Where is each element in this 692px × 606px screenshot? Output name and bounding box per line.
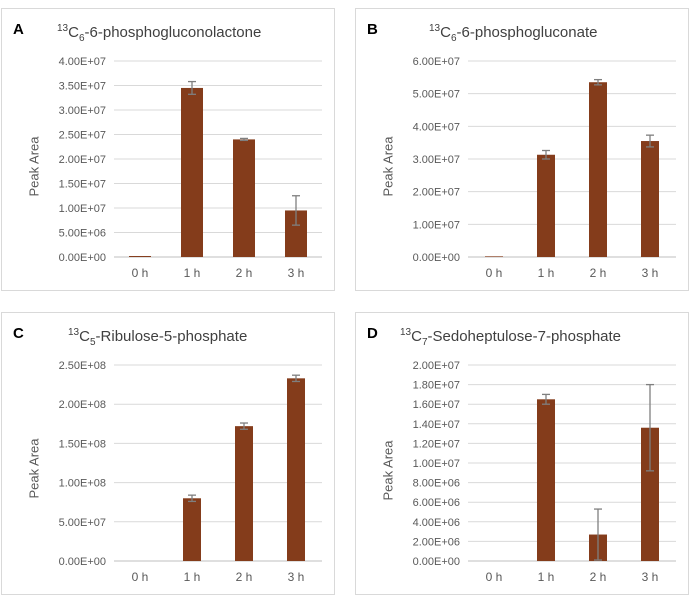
title-count: 6: [450, 33, 457, 44]
panel-b: B 13C6-6-phosphogluconate Peak Area 0.00…: [355, 8, 689, 291]
chart-title: 13C6-6-phosphogluconolactone: [57, 23, 261, 44]
title-element: C: [440, 24, 451, 41]
y-tick-label: 1.00E+08: [59, 478, 106, 490]
bar: [537, 154, 555, 257]
y-tick-label: 5.00E+06: [59, 228, 106, 240]
panel-d: D 13C7-Sedoheptulose-7-phosphate Peak Ar…: [355, 312, 689, 595]
y-tick-label: 5.00E+07: [59, 517, 106, 529]
title-compound: -6-phosphogluconate: [456, 24, 598, 41]
title-compound: -Sedoheptulose-7-phosphate: [427, 328, 622, 345]
y-tick-label: 2.50E+07: [59, 130, 106, 142]
y-tick-label: 4.00E+06: [413, 517, 460, 529]
y-tick-label: 5.00E+07: [413, 89, 460, 101]
bar: [235, 426, 253, 561]
title-compound: -6-phosphogluconolactone: [84, 24, 262, 41]
y-tick-label: 6.00E+06: [413, 497, 460, 509]
x-tick-label: 3 h: [642, 570, 659, 584]
title-element: C: [411, 328, 422, 345]
bar: [233, 139, 255, 257]
y-tick-label: 2.00E+07: [59, 154, 106, 166]
y-tick-label: 2.00E+07: [413, 360, 460, 372]
title-element: C: [68, 24, 79, 41]
y-tick-label: 2.00E+07: [413, 187, 460, 199]
y-tick-label: 1.80E+07: [413, 380, 460, 392]
bar: [641, 427, 659, 561]
y-tick-label: 3.00E+07: [59, 105, 106, 117]
y-tick-label: 4.00E+07: [413, 121, 460, 133]
y-tick-label: 2.50E+08: [59, 360, 106, 372]
bar: [285, 210, 307, 257]
y-tick-label: 1.40E+07: [413, 419, 460, 431]
y-tick-label: 8.00E+06: [413, 478, 460, 490]
y-tick-label: 1.00E+07: [413, 219, 460, 231]
title-count: 5: [89, 337, 96, 348]
panel-c: C 13C5-Ribulose-5-phosphate Peak Area 0.…: [1, 312, 335, 595]
y-tick-label: 2.00E+06: [413, 536, 460, 548]
bar: [183, 498, 201, 561]
panel-letter: D: [367, 325, 378, 342]
y-tick-label: 1.60E+07: [413, 399, 460, 411]
y-tick-label: 0.00E+00: [413, 252, 460, 264]
y-tick-label: 0.00E+00: [59, 556, 106, 568]
x-tick-label: 0 h: [486, 266, 503, 280]
chart-c: 0.00E+00 5.00E+07 1.00E+08 1.50E+08 2.00E+08…: [59, 360, 322, 584]
y-tick-label: 1.50E+08: [59, 438, 106, 450]
x-tick-label: 2 h: [590, 570, 607, 584]
y-tick-label: 0.00E+00: [59, 252, 106, 264]
y-tick-label: 3.00E+07: [413, 154, 460, 166]
bar: [537, 399, 555, 561]
title-compound: -Ribulose-5-phosphate: [95, 328, 248, 345]
y-tick-label: 3.50E+07: [59, 81, 106, 93]
panel-letter: A: [13, 21, 24, 38]
panel-letter: B: [367, 21, 378, 38]
title-count: 7: [421, 337, 428, 348]
panel-letter: C: [13, 325, 24, 342]
y-tick-label: 0.00E+00: [413, 556, 460, 568]
x-tick-label: 3 h: [288, 570, 305, 584]
x-tick-label: 3 h: [288, 266, 305, 280]
title-element: C: [79, 328, 90, 345]
y-tick-label: 2.00E+08: [59, 399, 106, 411]
title-isotope: 13: [57, 23, 69, 34]
y-tick-label: 4.00E+07: [59, 56, 106, 68]
x-tick-label: 2 h: [590, 266, 607, 280]
panel-a: A 13C6-6-phosphogluconolactone Peak Area…: [1, 8, 335, 291]
bar: [287, 378, 305, 561]
title-isotope: 13: [400, 327, 412, 338]
y-tick-label: 1.50E+07: [59, 179, 106, 191]
x-tick-label: 0 h: [132, 266, 149, 280]
x-tick-label: 1 h: [184, 570, 201, 584]
bar: [641, 141, 659, 257]
x-tick-label: 0 h: [132, 570, 149, 584]
x-tick-label: 2 h: [236, 266, 253, 280]
chart-title: 13C7-Sedoheptulose-7-phosphate: [400, 327, 621, 348]
bar: [181, 87, 203, 257]
y-tick-label: 6.00E+07: [413, 56, 460, 68]
bar: [129, 256, 151, 257]
title-count: 6: [78, 33, 85, 44]
chart-title: 13C5-Ribulose-5-phosphate: [68, 327, 247, 348]
x-tick-label: 3 h: [642, 266, 659, 280]
chart-title: 13C6-6-phosphogluconate: [429, 23, 597, 44]
y-tick-label: 1.00E+07: [413, 458, 460, 470]
bar: [485, 256, 503, 257]
chart-a: 0.00E+00 5.00E+06 1.00E+07 1.50E+07 2.00E+07…: [59, 56, 322, 280]
bar: [589, 82, 607, 257]
chart-d: 0.00E+00 2.00E+06 4.00E+06 6.00E+06 8.00E+06…: [413, 360, 676, 584]
title-isotope: 13: [429, 23, 441, 34]
chart-b: 0.00E+00 1.00E+07 2.00E+07 3.00E+07 4.00E+07…: [413, 56, 676, 280]
x-tick-label: 2 h: [236, 570, 253, 584]
y-tick-label: 1.20E+07: [413, 438, 460, 450]
x-tick-label: 0 h: [486, 570, 503, 584]
x-tick-label: 1 h: [538, 570, 555, 584]
x-tick-label: 1 h: [538, 266, 555, 280]
title-isotope: 13: [68, 327, 80, 338]
x-tick-label: 1 h: [184, 266, 201, 280]
y-tick-label: 1.00E+07: [59, 203, 106, 215]
